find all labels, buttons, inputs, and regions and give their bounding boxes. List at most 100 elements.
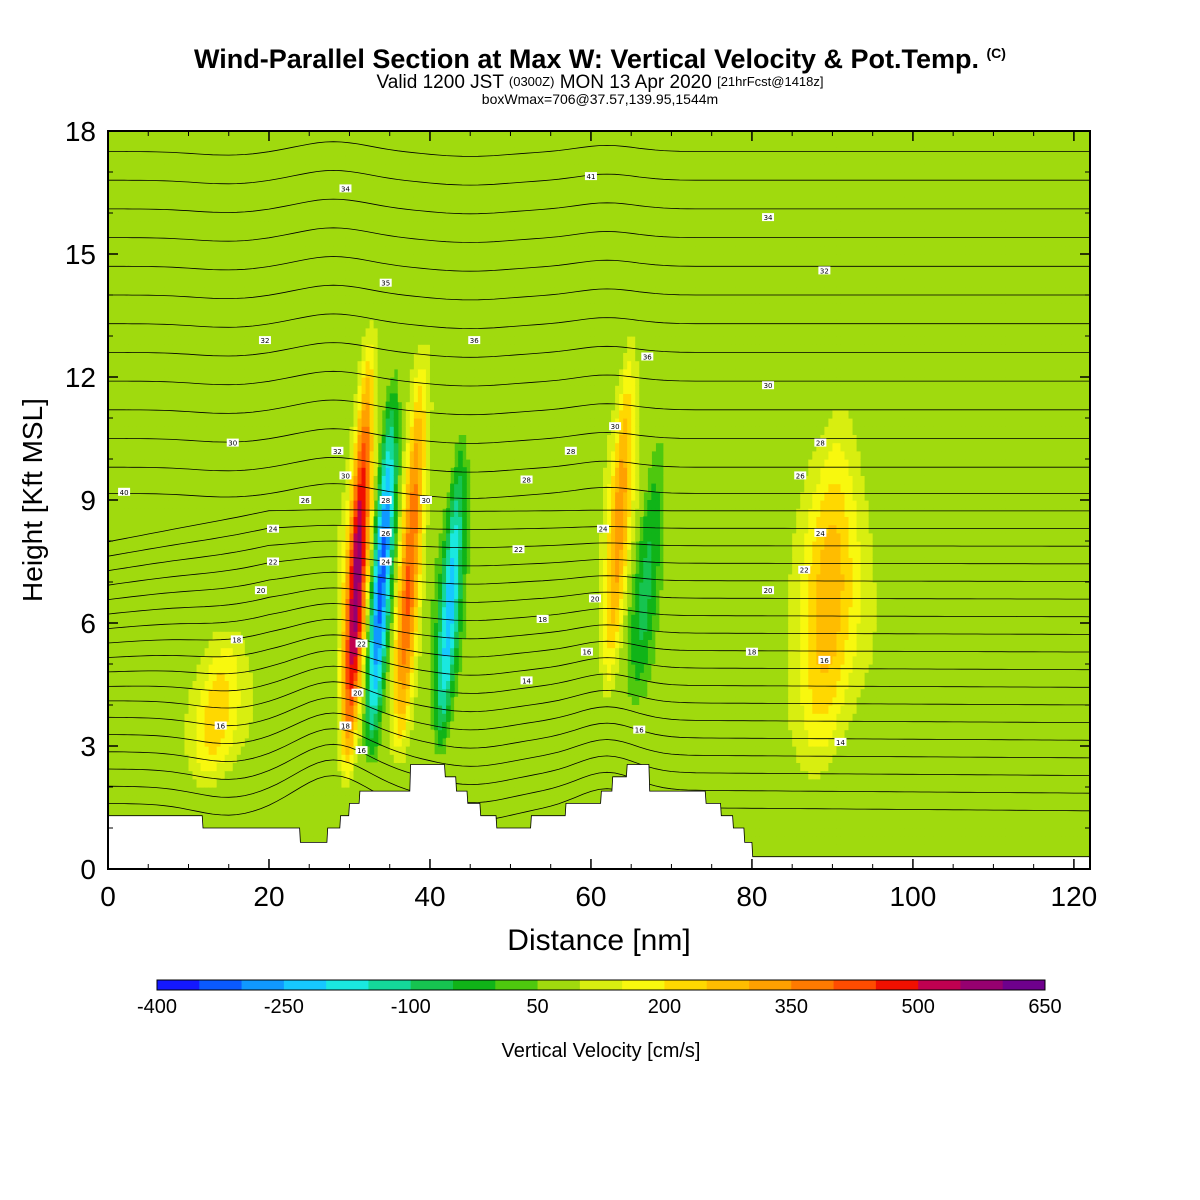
velocity-cell [144,655,149,665]
velocity-cell [289,787,294,796]
velocity-cell [180,147,186,157]
velocity-cell [152,155,157,165]
velocity-cell [164,131,169,140]
velocity-cell [220,139,226,148]
velocity-cell [256,762,262,772]
velocity-cell [212,672,218,681]
velocity-cell [313,377,318,386]
velocity-cell [305,737,310,747]
velocity-cell [236,549,242,558]
velocity-cell [301,139,306,148]
velocity-cell [240,450,246,460]
velocity-cell [128,180,133,189]
velocity-cell [212,385,218,394]
velocity-cell [309,147,314,157]
velocity-cell [192,459,198,468]
velocity-cell [236,180,242,189]
velocity-cell [293,360,298,370]
velocity-cell [204,278,210,288]
velocity-cell [160,590,165,599]
velocity-cell [256,491,262,501]
velocity-cell [164,336,169,345]
velocity-cell [264,672,270,681]
velocity-cell [268,721,274,731]
velocity-cell [184,508,190,517]
velocity-cell [156,385,161,394]
velocity-cell [240,303,246,312]
velocity-cell [140,729,145,739]
velocity-cell [264,401,270,411]
velocity-cell [305,426,310,435]
velocity-cell [160,163,165,173]
velocity-cell [240,623,246,632]
velocity-cell [317,319,322,329]
velocity-cell [192,680,198,690]
velocity-cell [212,418,218,427]
velocity-cell [285,754,290,763]
velocity-cell [120,491,125,501]
velocity-cell [160,623,165,632]
velocity-cell [281,442,286,452]
velocity-cell [252,221,258,230]
velocity-cell [325,229,330,239]
velocity-cell [321,508,326,517]
velocity-cell [317,434,322,444]
velocity-cell [289,213,294,222]
velocity-cell [289,729,294,739]
velocity-cell [273,647,278,657]
velocity-cell [188,336,194,345]
velocity-cell [309,532,314,542]
velocity-cell [172,385,178,394]
velocity-cell [321,606,326,616]
velocity-cell [244,270,250,280]
velocity-cell [112,737,117,747]
velocity-cell [224,221,230,230]
velocity-cell [108,344,113,353]
velocity-cell [285,483,290,493]
velocity-cell [196,696,202,706]
velocity-cell [285,696,290,706]
velocity-cell [260,262,266,271]
velocity-cell [220,516,226,526]
velocity-cell [168,262,173,271]
velocity-cell [120,393,125,403]
velocity-cell [148,196,153,206]
velocity-cell [264,516,270,526]
velocity-cell [260,639,266,649]
velocity-cell [176,729,182,739]
velocity-cell [168,237,173,247]
velocity-cell [160,598,165,608]
velocity-cell [216,459,222,468]
velocity-cell [273,467,278,476]
velocity-cell [212,532,218,542]
velocity-cell [313,688,318,698]
velocity-cell [305,483,310,493]
velocity-cell [132,368,137,378]
velocity-cell [140,459,145,468]
velocity-cell [305,393,310,403]
velocity-cell [216,188,222,198]
velocity-cell [301,803,306,813]
velocity-cell [321,442,326,452]
velocity-cell [216,631,222,640]
velocity-cell [168,442,173,452]
velocity-cell [244,795,250,804]
velocity-cell [273,508,278,517]
velocity-cell [293,565,298,575]
velocity-cell [152,565,157,575]
velocity-cell [128,582,133,591]
velocity-cell [128,565,133,575]
velocity-cell [208,262,214,271]
velocity-cell [108,787,113,796]
velocity-cell [168,565,173,575]
velocity-cell [108,500,113,509]
velocity-cell [289,450,294,460]
velocity-cell [152,541,157,550]
velocity-cell [200,344,206,353]
velocity-cell [180,180,186,189]
velocity-cell [252,213,258,222]
velocity-cell [236,598,242,608]
velocity-cell [277,467,282,476]
velocity-cell [212,286,218,296]
velocity-cell [309,491,314,501]
